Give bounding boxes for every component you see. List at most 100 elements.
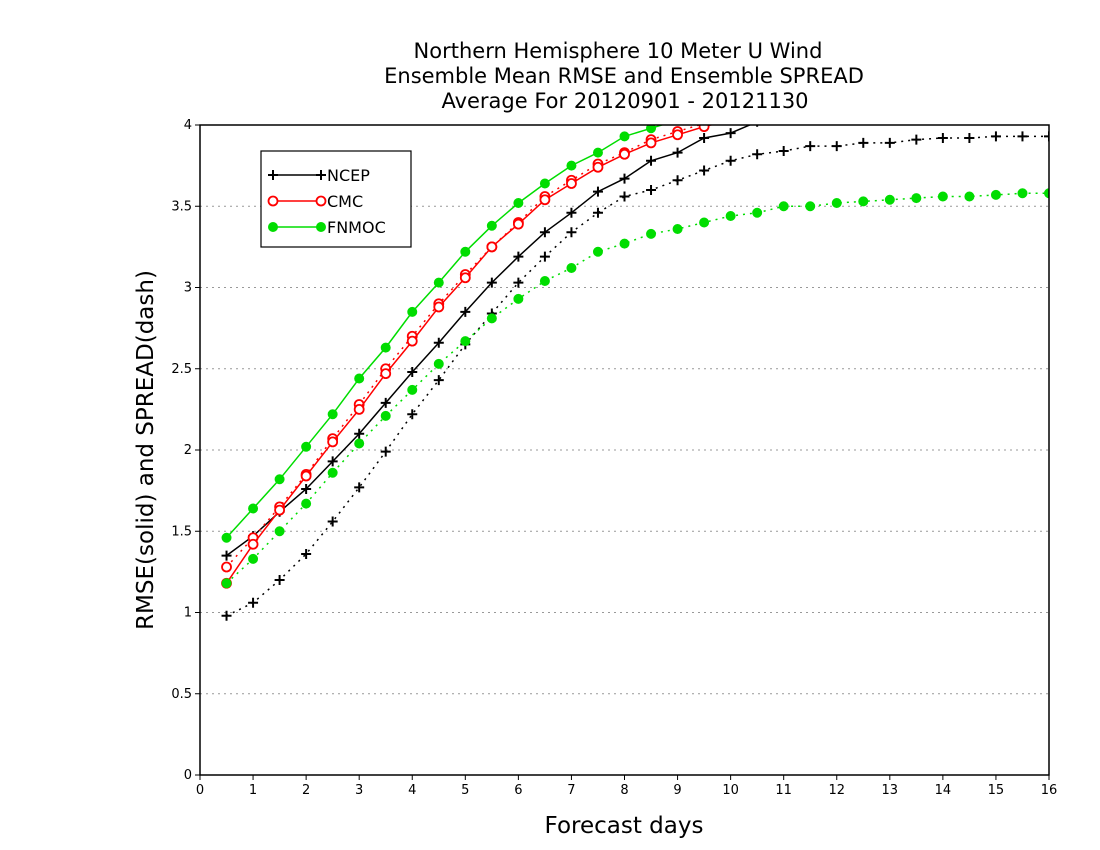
fnmoc-rmse-point (1018, 86, 1027, 95)
ncep-spread-point (407, 409, 418, 420)
fnmoc-rmse-point (832, 95, 841, 104)
ncep-spread-point (964, 133, 975, 143)
ncep-spread-point (937, 133, 948, 143)
ncep-spread-point (990, 131, 1001, 142)
y-tick-label: 1 (184, 606, 192, 621)
cmc-rmse-point (459, 272, 471, 284)
cmc-spread-point (221, 561, 232, 573)
cmc-rmse-point (698, 125, 710, 133)
fnmoc-rmse-point (274, 474, 285, 485)
fnmoc-spread-point (274, 526, 285, 537)
ncep-rmse-point (380, 397, 391, 408)
fnmoc-spread-point (248, 553, 259, 564)
cmc-rmse-point (300, 470, 312, 482)
fnmoc-spread-point (831, 198, 842, 208)
legend-item-fnmoc: FNMOC (268, 218, 386, 237)
x-tick-label: 10 (722, 783, 739, 798)
ncep-spread-point (1044, 131, 1049, 142)
series-layer (221, 86, 1054, 621)
fnmoc-rmse-point (676, 125, 679, 126)
legend-marker (316, 170, 326, 180)
ncep-spread-point (884, 137, 895, 148)
fnmoc-rmse-point (407, 306, 418, 317)
fnmoc-spread-point (407, 384, 418, 395)
fnmoc-spread-point (964, 191, 975, 202)
fnmoc-spread-point (592, 246, 603, 257)
cmc-rmse-point (274, 504, 285, 516)
x-axis-ticks: 0 1 2 3 4 5 6 7 8 9 10 11 12 13 14 15 16 (196, 775, 1057, 798)
fnmoc-rmse-point (885, 91, 894, 100)
gridlines (200, 205, 1049, 695)
cmc-rmse-line (225, 125, 714, 584)
fnmoc-spread-point (884, 194, 895, 205)
fnmoc-rmse-point (646, 125, 657, 134)
ncep-spread-point (911, 134, 922, 145)
cmc-rmse-point (938, 101, 947, 110)
cmc-spread-point (1045, 98, 1054, 107)
fnmoc-rmse-point (619, 131, 630, 142)
fnmoc-rmse-point (965, 88, 974, 97)
cmc-rmse-point (539, 194, 551, 206)
legend-label-ncep: NCEP (327, 166, 370, 185)
ncep-spread-point (672, 175, 683, 186)
fnmoc-spread-point (699, 217, 710, 228)
x-tick-label: 9 (673, 783, 681, 798)
ncep-spread-point (327, 516, 338, 527)
y-tick-label: 3 (184, 281, 192, 296)
fnmoc-rmse-point (248, 503, 259, 514)
y-axis-ticks: 0 0.5 1 1.5 2 2.5 3 3.5 4 (171, 118, 200, 783)
ncep-rmse-point (725, 128, 736, 139)
ncep-rmse-point (566, 207, 577, 218)
cmc-rmse-point (753, 112, 762, 121)
ncep-rmse-point (832, 105, 842, 115)
cmc-rmse-point (965, 99, 974, 108)
ncep-rmse-point (301, 484, 312, 494)
y-tick-label: 2 (184, 443, 192, 458)
plot-frame (199, 124, 1050, 776)
ncep-spread-point (433, 375, 444, 386)
cmc-rmse-point (912, 101, 921, 110)
cmc-rmse-point (1045, 98, 1054, 107)
cmc-rmse-point (380, 368, 392, 380)
x-tick-label: 1 (249, 783, 257, 798)
fnmoc-spread-point (566, 263, 577, 273)
x-tick-label: 3 (355, 783, 363, 798)
ncep-rmse-point (964, 97, 974, 107)
ncep-spread-point (646, 185, 657, 195)
ncep-rmse-point (221, 550, 232, 561)
ncep-rmse-point (539, 227, 550, 238)
fnmoc-spread-point (911, 193, 922, 204)
ncep-spread-point (725, 155, 736, 166)
fnmoc-rmse-point (486, 220, 497, 231)
fnmoc-spread-point (672, 224, 683, 234)
ncep-rmse-line (226, 125, 752, 557)
fnmoc-rmse-point (301, 441, 312, 452)
cmc-rmse-point (832, 106, 841, 115)
ncep-spread-point (354, 482, 365, 493)
cmc-spread-point (912, 103, 921, 112)
ncep-rmse-point (433, 337, 444, 348)
fnmoc-rmse-point (991, 86, 1000, 95)
cmc-rmse-point (433, 301, 445, 313)
legend-box (260, 150, 412, 248)
fnmoc-rmse-point (513, 198, 524, 208)
cmc-rmse-point (1018, 98, 1027, 107)
ncep-rmse-point (699, 133, 710, 143)
x-tick-label: 6 (514, 783, 522, 798)
ncep-rmse-point (592, 186, 603, 197)
fnmoc-spread-point (646, 228, 657, 239)
ncep-spread-point (858, 137, 869, 148)
ncep-spread-point (778, 146, 789, 156)
ncep-rmse-point (407, 367, 418, 377)
ncep-spread-point (592, 207, 603, 218)
cmc-rmse-point (619, 148, 630, 160)
cmc-rmse-point (566, 178, 577, 189)
ncep-rmse-point (672, 147, 683, 158)
fnmoc-rmse-point (859, 93, 868, 102)
fnmoc-rmse-point (566, 160, 577, 171)
cmc-spread-point (726, 114, 735, 123)
cmc-spread-point (991, 99, 1000, 108)
y-tick-label: 2.5 (171, 362, 192, 377)
chart-title-line-2: Ensemble Mean RMSE and Ensemble SPREAD (384, 64, 864, 88)
